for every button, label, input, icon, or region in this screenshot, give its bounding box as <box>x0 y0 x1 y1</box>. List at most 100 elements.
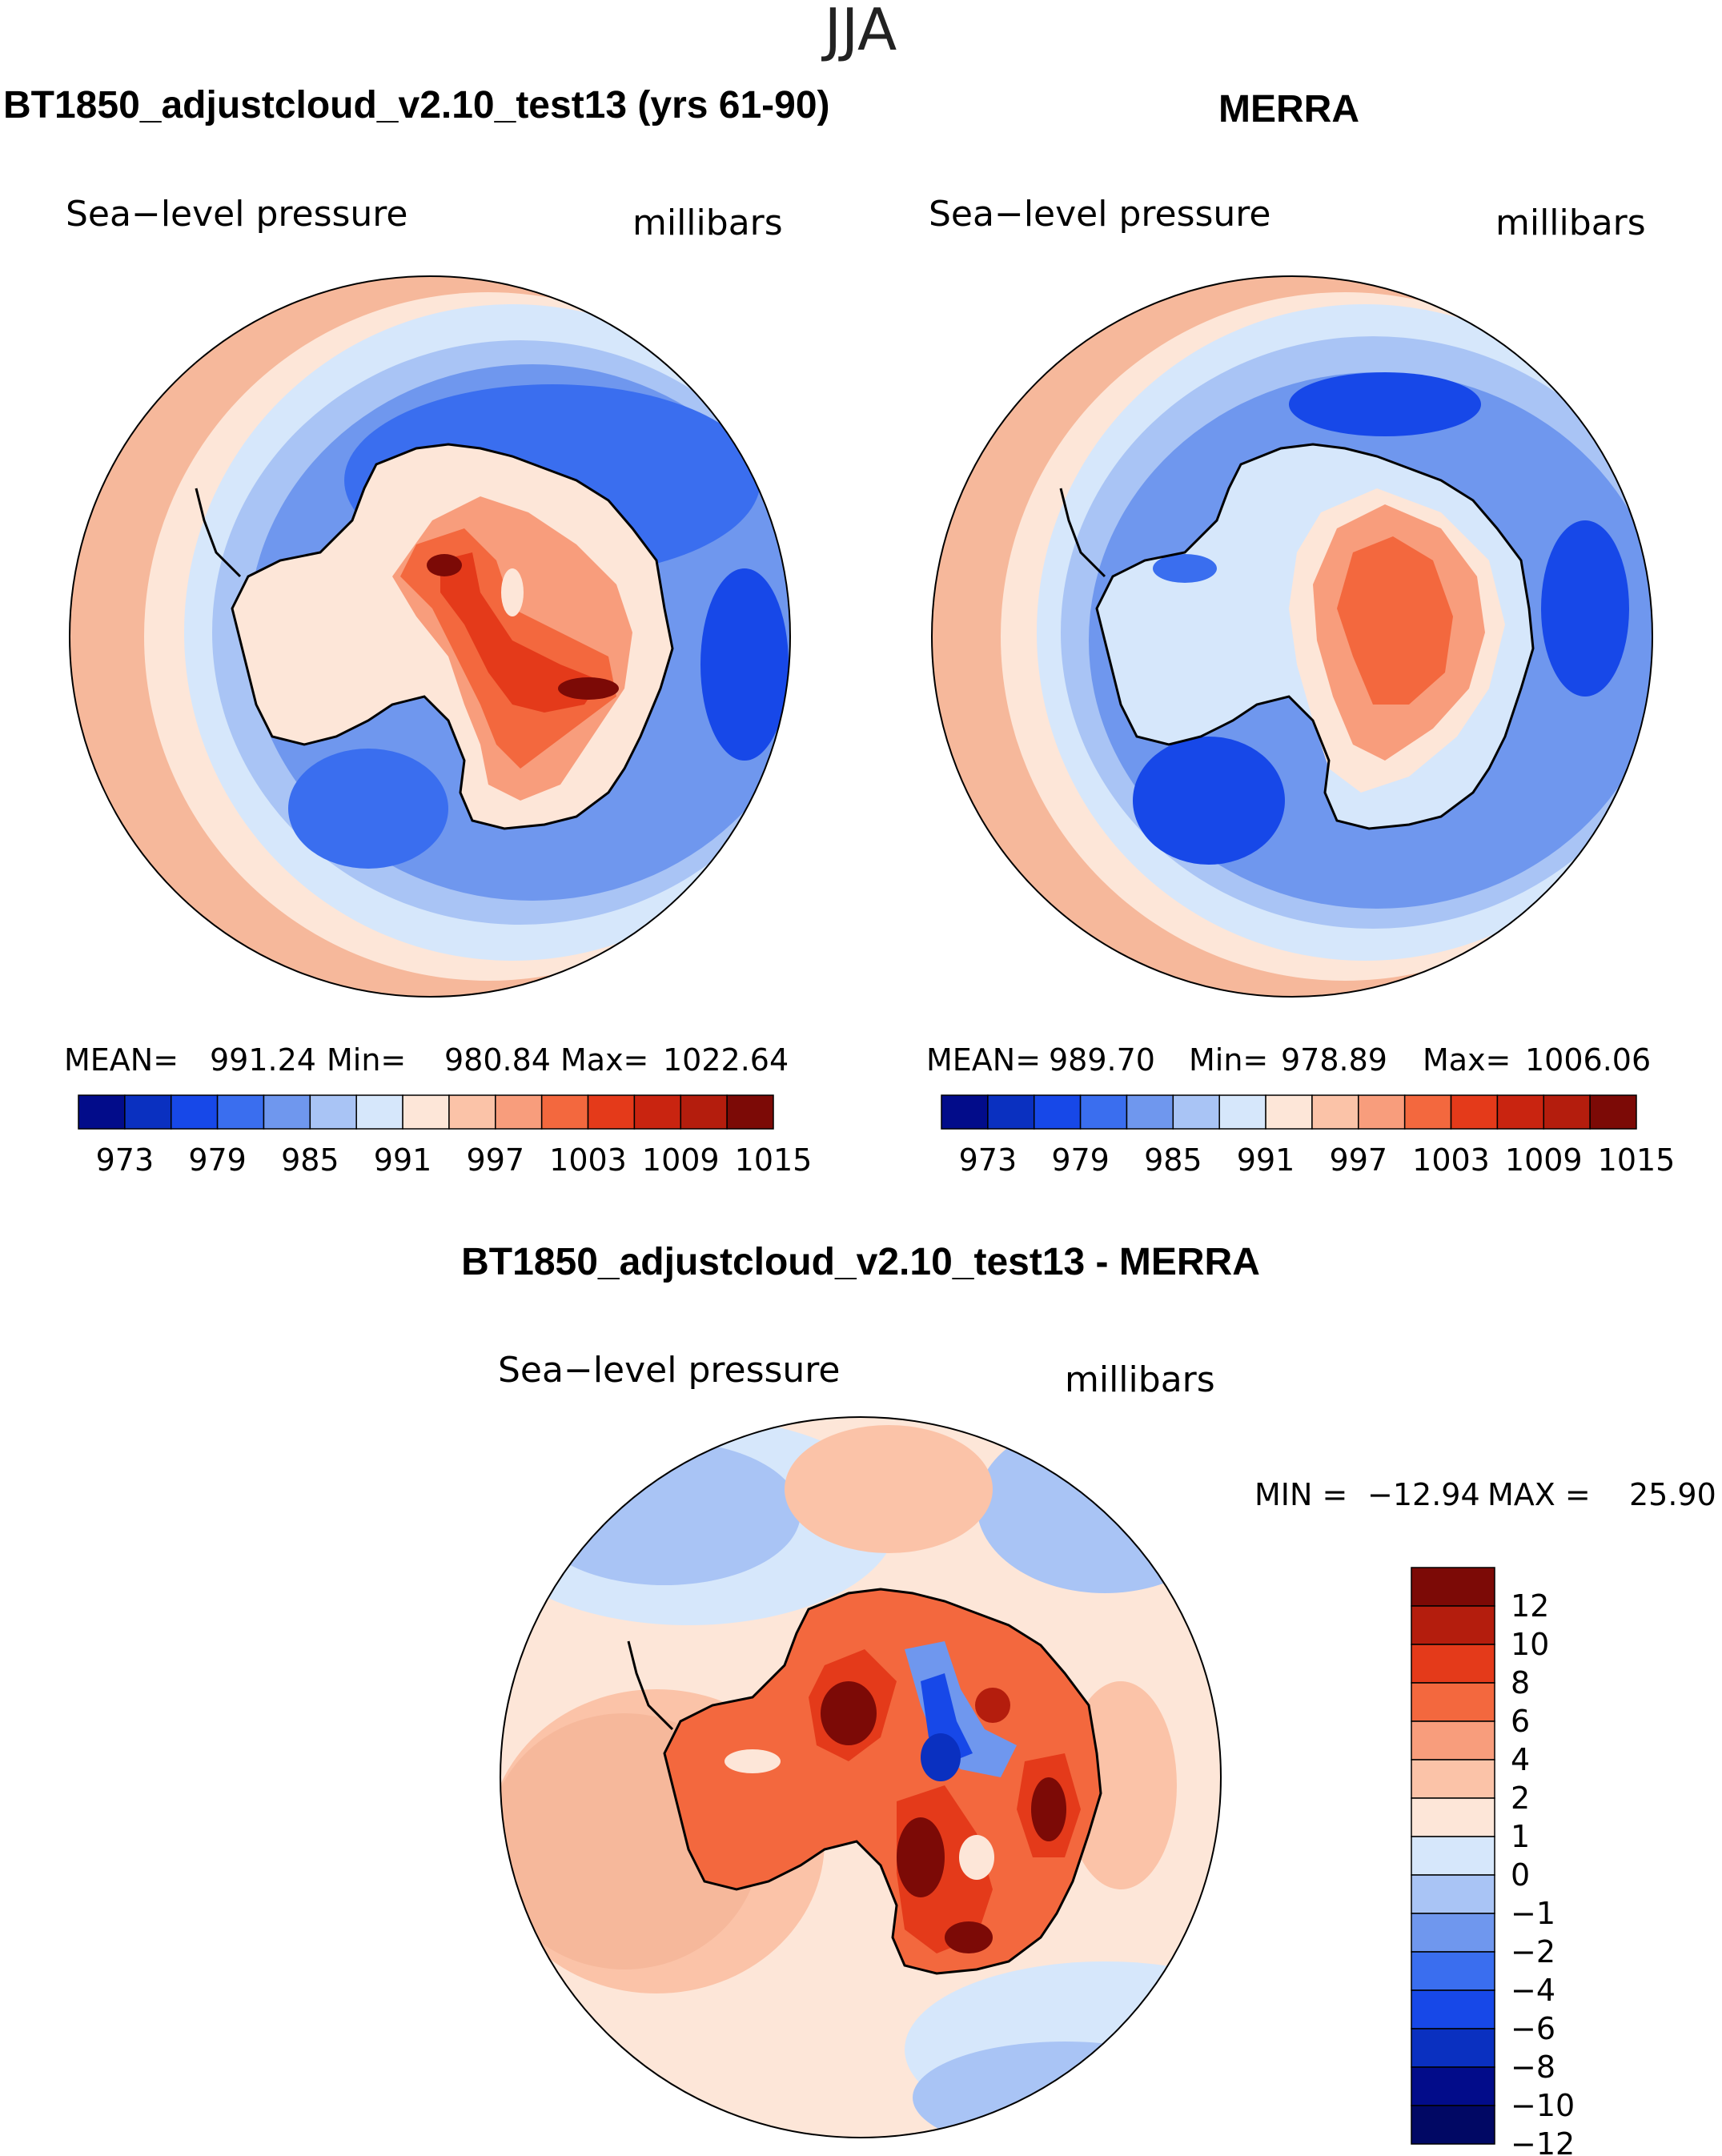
panel-obs-colorbar-swatch <box>1265 1094 1313 1130</box>
panel-diff-colorbar-tick-label: −12 <box>1511 2126 1575 2156</box>
panel-obs-colorbar-swatch <box>1079 1094 1128 1130</box>
panel-model-variable: Sea−level pressure <box>66 194 408 235</box>
panel-diff-colorbar-swatch <box>1411 2105 1495 2145</box>
panel-obs-colorbar-tick-label: 1009 <box>1505 1142 1583 1178</box>
panel-obs-colorbar-swatch <box>1358 1094 1406 1130</box>
panel-model-colorbar-tick-label: 991 <box>374 1142 432 1178</box>
panel-model-colorbar-swatch <box>216 1094 265 1130</box>
season-title: JJA <box>821 0 897 63</box>
panel-diff-colorbar-swatch <box>1411 1644 1495 1684</box>
panel-obs-colorbar-tick-label: 997 <box>1330 1142 1388 1178</box>
panel-diff-variable: Sea−level pressure <box>498 1350 841 1391</box>
panel-obs-colorbar-swatch <box>1033 1094 1082 1130</box>
panel-diff-colorbar-tick-label: 4 <box>1511 1742 1530 1777</box>
panel-model-colorbar-swatch <box>540 1094 589 1130</box>
panel-diff-colorbar-swatch <box>1411 1797 1495 1837</box>
panel-diff-colorbar-swatch <box>1411 2066 1495 2106</box>
panel-diff-colorbar-swatch <box>1411 1682 1495 1722</box>
panel-model: BT1850_adjustcloud_v2.10_test13 (yrs 61-… <box>3 84 830 1178</box>
panel-obs-colorbar-swatch <box>1126 1094 1174 1130</box>
panel-diff-title: BT1850_adjustcloud_v2.10_test13 - MERRA <box>461 1241 1260 1283</box>
panel-diff-colorbar-swatch <box>1411 2028 1495 2068</box>
panel-model-max-label: Max= <box>560 1042 648 1078</box>
panel-model-colorbar-swatch <box>355 1094 403 1130</box>
panel-model-colorbar-swatch <box>587 1094 636 1130</box>
panel-diff-units: millibars <box>1065 1359 1215 1400</box>
panel-obs-colorbar-swatch <box>1543 1094 1591 1130</box>
panel-obs-colorbar-tick-label: 985 <box>1144 1142 1202 1178</box>
panel-obs-max-value: 1006.06 <box>1525 1042 1651 1078</box>
panel-diff-min-label: MIN = <box>1254 1477 1347 1512</box>
panel-diff-stats: MIN = −12.94 MAX = 25.90 <box>1254 1477 1716 1512</box>
panel-model-colorbar-swatch <box>680 1094 728 1130</box>
panel-diff-colorbar-swatch <box>1411 1913 1495 1953</box>
panel-obs-variable: Sea−level pressure <box>929 194 1271 235</box>
panel-model-colorbar-tick-label: 1009 <box>642 1142 720 1178</box>
panel-model-colorbar-swatch <box>495 1094 543 1130</box>
panel-model-mean-label: MEAN= <box>64 1042 179 1078</box>
panel-model-colorbar-swatch <box>170 1094 219 1130</box>
panel-obs-map <box>932 276 1652 997</box>
panel-model-colorbar-tick-label: 1003 <box>549 1142 627 1178</box>
panel-model-colorbar-swatch <box>78 1094 126 1130</box>
panel-diff-colorbar-tick-label: 12 <box>1511 1588 1549 1624</box>
panel-model-title: BT1850_adjustcloud_v2.10_test13 (yrs 61-… <box>3 84 830 126</box>
panel-model-map-border <box>69 275 791 998</box>
panel-obs-colorbar-tick-label: 1015 <box>1598 1142 1676 1178</box>
panel-diff-max-label: MAX = <box>1487 1477 1591 1512</box>
panel-model-colorbar-swatch <box>263 1094 311 1130</box>
panel-diff-colorbar-swatch <box>1411 1720 1495 1761</box>
panel-obs-colorbar-swatch <box>941 1094 989 1130</box>
panel-diff-colorbar-swatch <box>1411 1759 1495 1799</box>
panel-diff-colorbar-swatch <box>1411 1874 1495 1914</box>
panel-model-min-label: Min= <box>327 1042 406 1078</box>
panel-diff-colorbar-tick-label: −2 <box>1511 1934 1555 1969</box>
panel-obs-colorbar-tick-label: 1003 <box>1412 1142 1490 1178</box>
panel-model-colorbar-tick-label: 979 <box>188 1142 247 1178</box>
panel-model-colorbar-swatch <box>124 1094 172 1130</box>
panel-model-colorbar-swatch <box>448 1094 496 1130</box>
panel-model-map <box>70 276 790 997</box>
panel-diff-colorbar-tick-label: −1 <box>1511 1896 1555 1931</box>
panel-diff-colorbar-tick-label: 8 <box>1511 1665 1530 1700</box>
panel-obs-units: millibars <box>1495 203 1646 243</box>
panel-obs-title: MERRA <box>1218 88 1359 130</box>
panel-diff-colorbar-tick-label: −10 <box>1511 2088 1575 2123</box>
panel-model-colorbar-tick-label: 973 <box>96 1142 155 1178</box>
panel-diff-colorbar-tick-label: 1 <box>1511 1819 1530 1854</box>
panel-diff-colorbar-tick-label: −4 <box>1511 1973 1555 2008</box>
panel-diff-colorbar-swatch <box>1411 1836 1495 1876</box>
panel-model-units: millibars <box>632 203 783 243</box>
panel-obs-min-value: 978.89 <box>1281 1042 1387 1078</box>
panel-diff-colorbar-tick-label: −6 <box>1511 2011 1555 2046</box>
panel-obs-stats: MEAN= 989.70 Min= 978.89 Max= 1006.06 <box>926 1042 1651 1078</box>
panel-model-min-value: 980.84 <box>444 1042 551 1078</box>
panel-obs-colorbar-swatch <box>1496 1094 1545 1130</box>
panel-diff-colorbar-tick-label: 2 <box>1511 1781 1530 1816</box>
panel-diff-colorbar-tick-label: 6 <box>1511 1704 1530 1739</box>
panel-model-colorbar-swatch <box>309 1094 357 1130</box>
panel-model-colorbar-swatch <box>726 1094 774 1130</box>
panel-obs: MERRA Sea−level pressure millibars MEAN=… <box>926 88 1676 1178</box>
panel-diff-min-value: −12.94 <box>1367 1477 1480 1512</box>
panel-obs-colorbar-tick-label: 991 <box>1237 1142 1295 1178</box>
panel-diff-colorbar-tick-label: −8 <box>1511 2050 1555 2085</box>
panel-obs-colorbar: 973 979 985 991 997 1003 1009 1015 <box>941 1094 1676 1178</box>
panel-model-colorbar-tick-label: 985 <box>281 1142 339 1178</box>
panel-diff-colorbar-swatch <box>1411 1605 1495 1645</box>
panel-obs-map-border <box>931 275 1653 998</box>
panel-diff-colorbar-swatch <box>1411 1567 1495 1607</box>
panel-obs-mean-label: MEAN= <box>926 1042 1041 1078</box>
panel-diff-max-value: 25.90 <box>1629 1477 1716 1512</box>
panel-obs-colorbar-swatch <box>1218 1094 1266 1130</box>
panel-obs-colorbar-swatch <box>1311 1094 1359 1130</box>
panel-obs-min-label: Min= <box>1189 1042 1268 1078</box>
panel-diff-colorbar-tick-label: 0 <box>1511 1857 1530 1893</box>
panel-diff: BT1850_adjustcloud_v2.10_test13 - MERRA … <box>461 1241 1716 2156</box>
panel-diff-colorbar-swatch <box>1411 1951 1495 1991</box>
panel-obs-colorbar-tick-label: 979 <box>1051 1142 1110 1178</box>
panel-diff-map-border <box>500 1416 1222 2138</box>
panel-diff-map <box>500 1417 1221 2138</box>
